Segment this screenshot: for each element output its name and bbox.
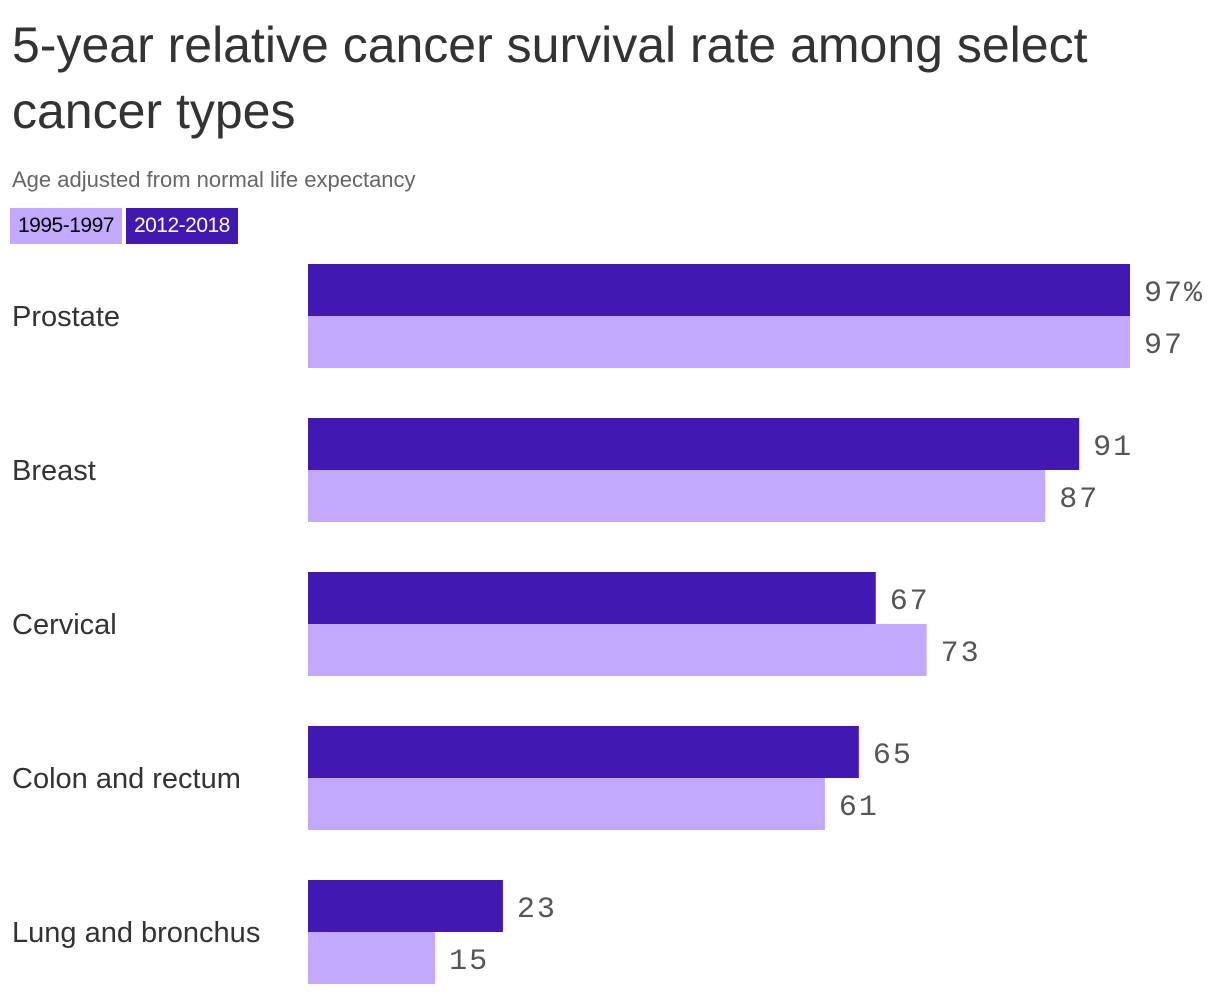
value-label-cervical-1995-1997: 73 (941, 637, 981, 671)
value-label-lung-and-bronchus-1995-1997: 15 (449, 945, 489, 979)
legend: 1995-1997 2012-2018 (10, 208, 238, 244)
chart-subtitle: Age adjusted from normal life expectancy (12, 167, 416, 192)
category-label-breast: Breast (12, 455, 96, 487)
bar-breast-2012-2018 (308, 418, 1080, 470)
category-label-prostate: Prostate (12, 301, 120, 333)
bar-prostate-2012-2018 (308, 264, 1130, 316)
value-label-prostate-1995-1997: 97 (1144, 329, 1184, 363)
legend-item-1995-1997: 1995-1997 (10, 208, 122, 244)
value-label-breast-2012-2018: 91 (1093, 431, 1133, 465)
legend-item-2012-2018: 2012-2018 (125, 208, 238, 244)
bar-cervical-2012-2018 (308, 572, 876, 624)
bar-cervical-1995-1997 (308, 624, 927, 676)
bar-lung-and-bronchus-1995-1997 (308, 932, 436, 984)
value-label-colon-and-rectum-2012-2018: 65 (873, 739, 913, 773)
bar-breast-1995-1997 (308, 470, 1046, 522)
chart-title: 5-year relative cancer survival rate amo… (12, 17, 1088, 139)
value-label-colon-and-rectum-1995-1997: 61 (839, 791, 879, 825)
bar-lung-and-bronchus-2012-2018 (308, 880, 503, 932)
value-label-cervical-2012-2018: 67 (890, 585, 930, 619)
category-label-cervical: Cervical (12, 609, 117, 641)
value-label-prostate-2012-2018: 97% (1144, 277, 1204, 311)
bar-colon-and-rectum-1995-1997 (308, 778, 825, 830)
bar-prostate-1995-1997 (308, 316, 1130, 368)
value-label-breast-1995-1997: 87 (1059, 483, 1099, 517)
value-label-lung-and-bronchus-2012-2018: 23 (517, 893, 557, 927)
bar-colon-and-rectum-2012-2018 (308, 726, 859, 778)
category-label-colon-and-rectum: Colon and rectum (12, 763, 241, 795)
category-label-lung-and-bronchus: Lung and bronchus (12, 917, 260, 949)
